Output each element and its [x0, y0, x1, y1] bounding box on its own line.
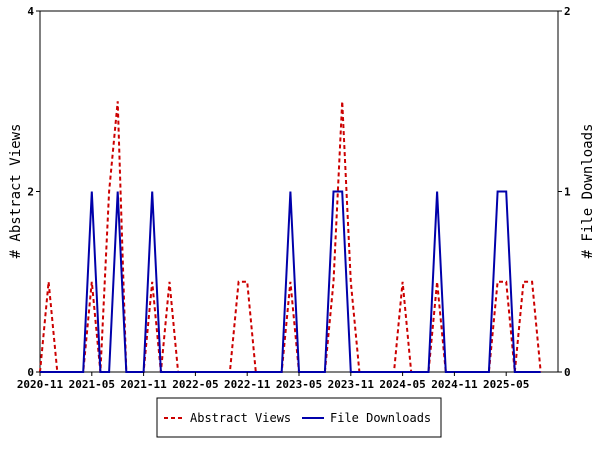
x-tick-label: 2021-11: [120, 378, 167, 391]
left-axis-ticks: 0 2 4: [27, 5, 40, 379]
x-tick-label: 2020-11: [17, 378, 64, 391]
y-right-tick-label: 1: [564, 186, 571, 199]
x-tick-label: 2022-05: [172, 378, 218, 391]
x-axis-ticks: 2020-11 2021-05 2021-11 2022-05 2022-11 2023-…: [17, 372, 529, 391]
x-tick-label: 2024-11: [431, 378, 478, 391]
x-tick-label: 2021-05: [69, 378, 115, 391]
plot-area: [39, 10, 559, 373]
legend-label-abstract-views: Abstract Views: [190, 411, 291, 425]
x-tick-label: 2023-05: [276, 378, 322, 391]
series-layer: [39, 101, 542, 373]
x-tick-label: 2024-05: [379, 378, 425, 391]
legend: Abstract Views File Downloads: [156, 397, 442, 438]
x-tick-label: 2025-05: [483, 378, 529, 391]
y-left-axis-title: # Abstract Views: [8, 124, 24, 259]
y-right-tick-label: 0: [564, 366, 571, 379]
x-tick-label: 2022-11: [224, 378, 271, 391]
y-left-tick-label: 0: [27, 366, 34, 379]
y-left-tick-label: 4: [27, 5, 34, 18]
x-tick-label: 2023-11: [328, 378, 375, 391]
series-line-file-downloads: [40, 190, 541, 373]
right-axis-ticks: 0 1 2: [558, 5, 571, 379]
y-left-tick-label: 2: [27, 186, 34, 199]
legend-box: [156, 397, 442, 438]
y-right-tick-label: 2: [564, 5, 571, 18]
y-right-axis-title: # File Downloads: [580, 124, 596, 259]
legend-label-file-downloads: File Downloads: [330, 411, 431, 425]
